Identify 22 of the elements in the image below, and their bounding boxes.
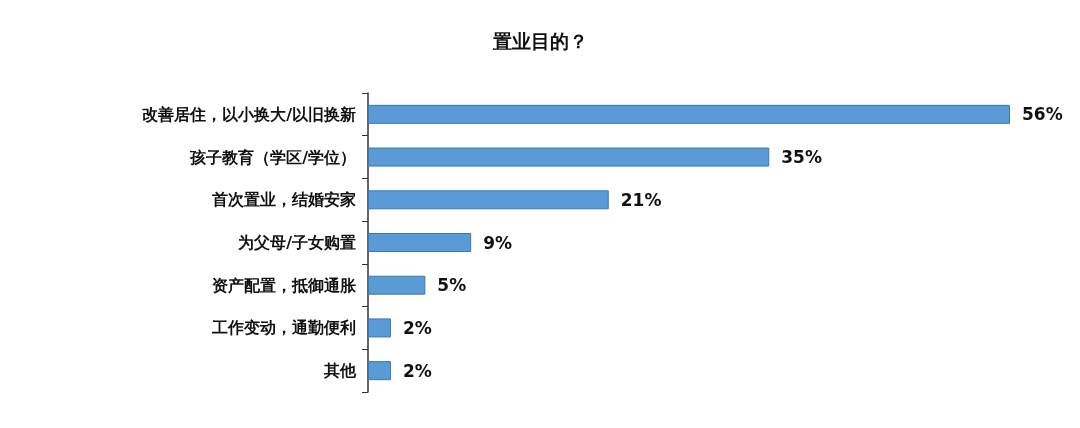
bar [368,361,391,381]
data-label: 35% [781,147,822,168]
y-tick-label: 为父母/子女购置 [238,233,356,252]
bar [368,147,770,167]
bar [368,318,391,338]
data-label: 2% [402,360,432,381]
bar [368,190,609,210]
y-tick-label: 资产配置，抵御通胀 [212,275,357,295]
data-label: 2% [402,317,432,338]
bar [368,275,426,295]
data-label: 9% [483,232,513,253]
bar [368,104,1010,124]
bar [368,233,472,252]
y-tick-label: 工作变动，通勤便利 [211,318,356,338]
chart-title: 置业目的？ [491,29,588,52]
y-tick-label: 孩子教育（学区/学位） [189,147,356,167]
y-tick-label: 其他 [323,361,357,381]
y-tick-label: 首次置业，结婚安家 [211,190,356,210]
data-label: 56% [1022,104,1063,125]
data-label: 5% [437,275,467,296]
y-tick-label: 改善居住，以小换大/以旧换新 [142,104,356,124]
data-label: 21% [620,189,662,210]
